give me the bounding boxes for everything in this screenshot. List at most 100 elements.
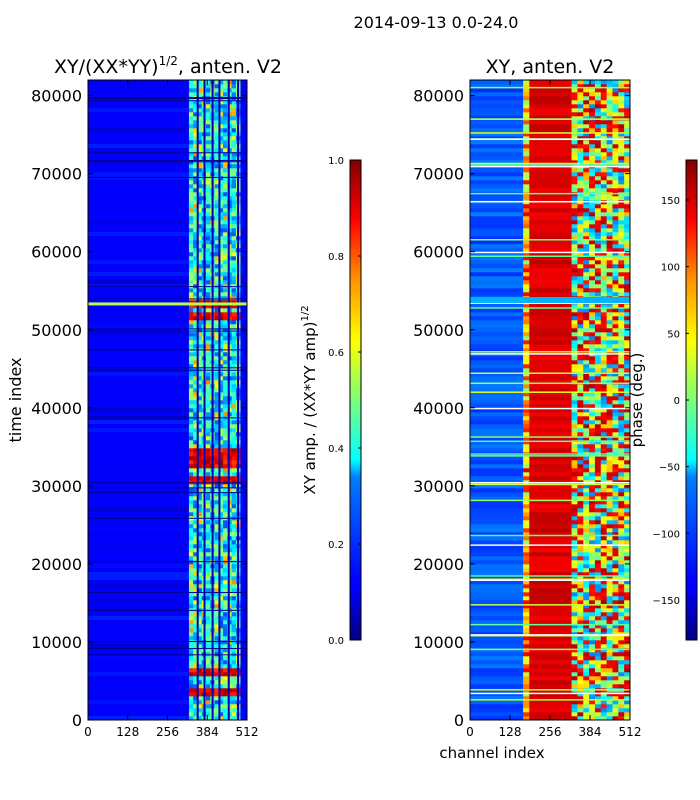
left-heatmap-cell xyxy=(218,108,224,113)
right-heatmap-mixed-cell xyxy=(600,360,607,365)
right-heatmap-mixed-cell xyxy=(594,376,602,381)
right-heatmap-mixed-cell xyxy=(577,636,584,641)
right-heatmap-mixed-cell xyxy=(612,468,619,473)
right-heatmap-mixed-cell xyxy=(577,488,584,493)
left-heatmap-cell xyxy=(218,344,224,349)
right-heatmap-mixed-cell xyxy=(571,572,578,577)
right-heatmap-mixed-cell xyxy=(577,524,584,529)
right-heatmap-mixed-cell xyxy=(618,392,625,397)
left-heatmap-cell xyxy=(197,220,203,225)
right-heatmap-mixed-cell xyxy=(612,684,619,689)
left-heatmap-cell xyxy=(231,396,237,401)
right-heatmap-mixed-cell xyxy=(624,652,630,657)
left-heatmap-cell xyxy=(223,296,228,301)
left-heatmap-cell xyxy=(223,612,228,617)
left-heatmap-cell xyxy=(231,536,237,541)
left-heatmap-cell xyxy=(223,152,228,157)
right-heatmap-mixed-cell xyxy=(600,312,607,317)
left-heatmap-cell xyxy=(193,436,198,441)
left-heatmap-cell xyxy=(188,640,194,645)
right-heatmap-mixed-cell xyxy=(571,416,578,421)
right-heatmap-mixed-cell xyxy=(571,316,578,321)
right-heatmap-low-cell xyxy=(470,548,524,553)
right-heatmap-low-cell xyxy=(470,196,524,201)
right-heatmap-mixed-cell xyxy=(600,328,607,333)
right-heatmap-mixed-cell xyxy=(612,612,619,617)
right-heatmap-mixed-cell xyxy=(583,312,590,317)
left-heatmap-cell xyxy=(218,296,224,301)
right-heatmap-mixed-cell xyxy=(583,196,590,201)
right-heatmap-mixed-cell xyxy=(594,208,602,213)
right-heatmap-low-cell xyxy=(470,572,524,577)
right-heatmap-mixed-cell xyxy=(571,528,578,533)
right-heatmap-transition-cell xyxy=(523,264,530,269)
right-heatmap-transition-cell xyxy=(523,416,530,421)
right-heatmap-mixed-cell xyxy=(624,360,630,365)
right-heatmap-mixed-cell xyxy=(612,96,619,101)
right-heatmap-mixed-cell xyxy=(583,360,590,365)
left-heatmap-cell xyxy=(218,464,224,469)
right-heatmap-transition-cell xyxy=(523,556,530,561)
right-heatmap-mixed-cell xyxy=(594,324,602,329)
left-heatmap-cell xyxy=(206,456,211,461)
right-y-tick-label: 20000 xyxy=(413,555,464,574)
right-heatmap-low-cell xyxy=(470,488,524,493)
right-heatmap-mixed-cell xyxy=(618,124,625,129)
left-heatmap-cell xyxy=(223,412,228,417)
right-heatmap-mixed-cell xyxy=(583,372,590,377)
right-heatmap-high-cell xyxy=(529,156,572,161)
right-heatmap-transition-cell xyxy=(523,356,530,361)
right-heatmap-mixed-cell xyxy=(583,88,590,93)
left-heatmap-row xyxy=(88,364,189,368)
right-heatmap-high-cell xyxy=(529,588,572,593)
right-heatmap-mixed-cell xyxy=(577,160,584,165)
left-heatmap-cell xyxy=(218,268,224,273)
left-heatmap-cell xyxy=(193,356,198,361)
right-heatmap-mixed-cell xyxy=(618,196,625,201)
right-heatmap-mixed-cell xyxy=(624,208,630,213)
left-heatmap-cell xyxy=(193,568,198,573)
left-heatmap-cell xyxy=(193,428,198,433)
left-heatmap-cell xyxy=(214,440,220,445)
left-heatmap-cell xyxy=(188,272,194,277)
right-heatmap-line xyxy=(470,578,630,580)
right-heatmap-mixed-cell xyxy=(583,116,590,121)
left-heatmap-cell xyxy=(188,144,194,149)
left-heatmap-cell xyxy=(223,188,228,193)
left-heatmap-line xyxy=(88,159,247,161)
left-heatmap-cell xyxy=(197,188,203,193)
right-heatmap-high-cell xyxy=(529,580,572,585)
left-heatmap-cell xyxy=(193,464,198,469)
right-x-axis-label: channel index xyxy=(439,744,544,762)
right-heatmap-transition-cell xyxy=(523,136,530,141)
left-heatmap-cell xyxy=(223,648,228,653)
right-heatmap-transition-cell xyxy=(523,636,530,641)
left-heatmap-cell xyxy=(214,452,220,457)
left-heatmap-cell xyxy=(214,188,220,193)
left-heatmap-cell xyxy=(214,364,220,369)
right-heatmap-mixed-cell xyxy=(583,544,590,549)
left-heatmap-cell xyxy=(214,552,220,557)
left-heatmap-cell xyxy=(231,680,237,685)
right-heatmap-mixed-cell xyxy=(612,232,619,237)
left-heatmap-cell xyxy=(206,132,211,137)
left-heatmap-cell xyxy=(214,508,220,513)
right-heatmap-mixed-cell xyxy=(612,584,619,589)
right-heatmap-transition-cell xyxy=(523,376,530,381)
left-heatmap-cell xyxy=(231,268,237,273)
right-heatmap-low-cell xyxy=(470,468,524,473)
right-heatmap-transition-cell xyxy=(523,348,530,353)
right-heatmap-low-cell xyxy=(470,288,524,293)
left-heatmap-cell xyxy=(223,92,228,97)
right-heatmap-low-cell xyxy=(470,308,524,313)
left-heatmap-cell xyxy=(231,376,237,381)
right-heatmap-mixed-cell xyxy=(606,440,613,445)
right-heatmap-mixed-cell xyxy=(606,412,613,417)
right-heatmap-mixed-cell xyxy=(594,600,602,605)
left-heatmap-cell xyxy=(214,264,220,269)
left-heatmap-cell xyxy=(188,692,194,697)
left-heatmap-cell xyxy=(197,240,203,245)
left-heatmap-cell xyxy=(218,264,224,269)
right-heatmap-mixed-cell xyxy=(624,372,630,377)
right-heatmap-mixed-cell xyxy=(624,204,630,209)
